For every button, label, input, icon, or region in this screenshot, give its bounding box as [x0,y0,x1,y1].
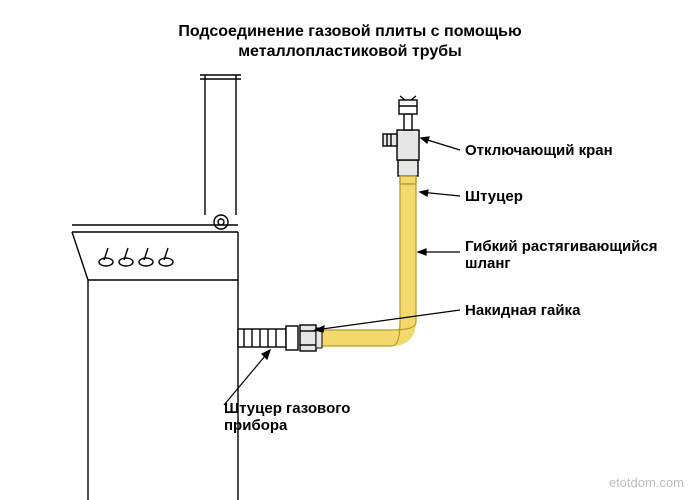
appliance-fitting [238,326,298,350]
shutoff-valve [383,96,419,160]
label-hose: Гибкий растягивающийся шланг [465,238,658,273]
label-fitting: Штуцер [465,188,523,205]
top-fitting [398,160,418,184]
watermark: etotdom.com [609,475,684,490]
stove-outline [72,75,241,500]
label-valve: Отключающий кран [465,142,613,159]
label-appliance-fitting: Штуцер газового прибора [224,400,350,435]
coupling-nut [300,325,316,351]
callout-lines [224,137,460,405]
flexible-hose [316,176,408,338]
label-nut: Накидная гайка [465,302,580,319]
